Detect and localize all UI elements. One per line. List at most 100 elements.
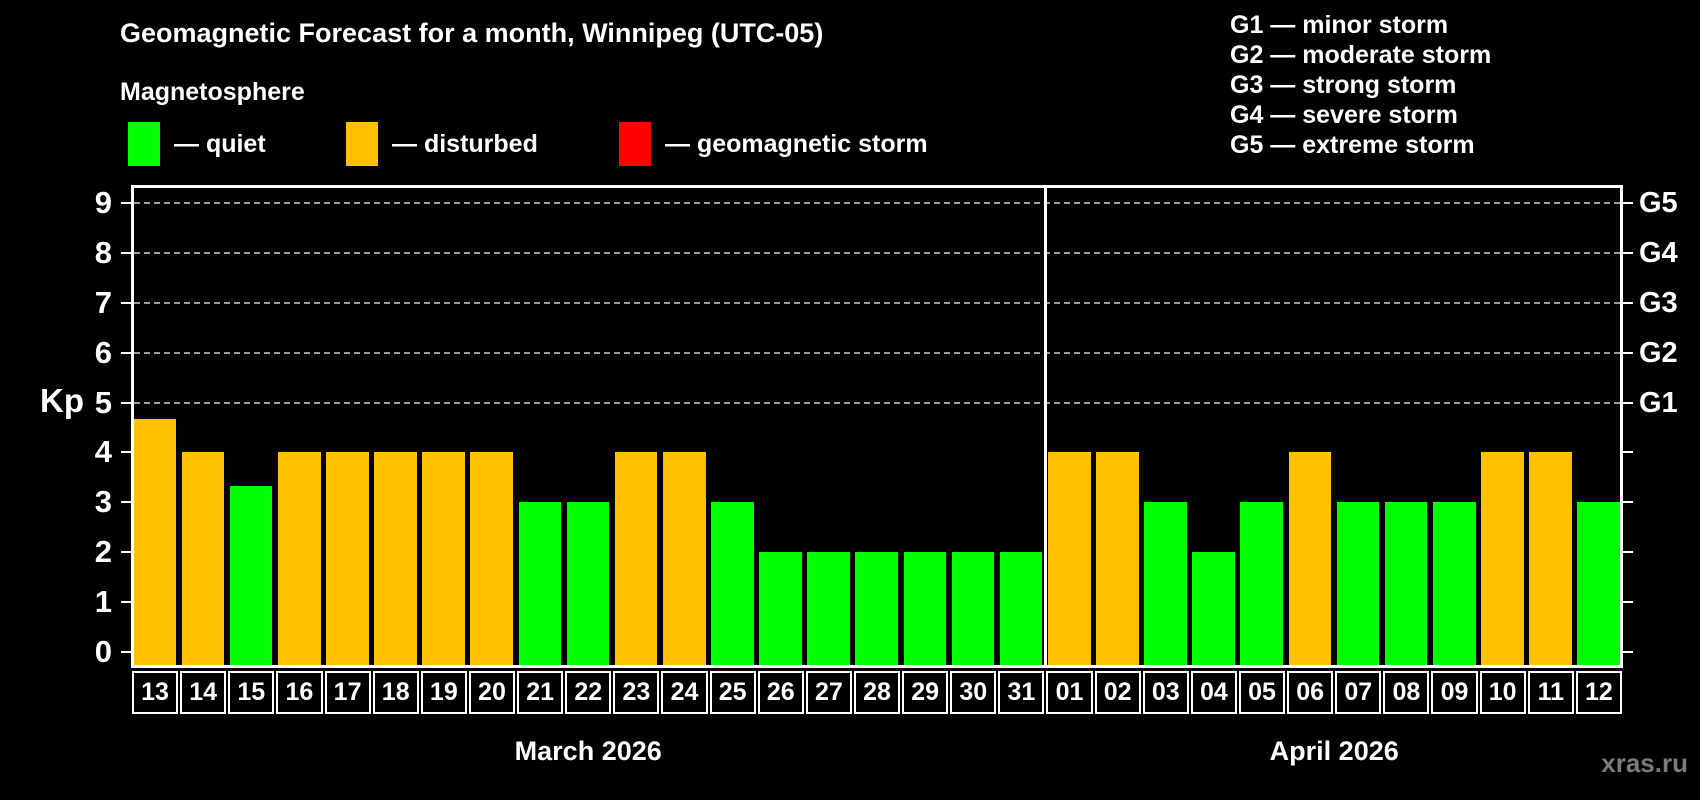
y-tick-left-7 xyxy=(121,301,131,304)
y-tick-left-2 xyxy=(121,551,131,554)
y-tick-label-9: 9 xyxy=(94,184,112,220)
watermark: xras.ru xyxy=(1601,748,1688,778)
kp-bar-day-01 xyxy=(1047,452,1091,665)
g-legend-line: G2 — moderate storm xyxy=(1230,41,1492,69)
kp-bar-day-13 xyxy=(133,418,177,665)
day-label-19: 19 xyxy=(420,671,467,714)
day-label-18: 18 xyxy=(372,671,419,714)
legend-item-label: — geomagnetic storm xyxy=(665,129,928,158)
day-label-02: 02 xyxy=(1094,671,1141,714)
day-label-11: 11 xyxy=(1527,671,1574,714)
y-tick-left-5 xyxy=(121,401,131,404)
kp-bar-day-04 xyxy=(1192,552,1235,665)
day-label-08: 08 xyxy=(1383,671,1430,714)
gridline-kp-7 xyxy=(134,301,1620,304)
y-tick-label-1: 1 xyxy=(94,584,112,620)
storm-color-swatch xyxy=(619,122,651,166)
day-label-14: 14 xyxy=(180,671,227,714)
kp-bar-day-08 xyxy=(1384,502,1428,665)
kp-bar-day-25 xyxy=(711,502,754,665)
kp-bar-day-20 xyxy=(470,452,514,665)
legend-item-quiet: — quiet xyxy=(128,122,266,166)
magnetosphere-legend: — quiet — disturbed — geomagnetic storm xyxy=(0,122,1100,172)
day-label-28: 28 xyxy=(853,671,901,714)
kp-bar-day-27 xyxy=(807,552,850,665)
kp-bar-day-24 xyxy=(662,452,706,665)
month-label-0: March 2026 xyxy=(514,736,662,766)
y-tick-right-1 xyxy=(1623,601,1633,604)
kp-bar-day-17 xyxy=(326,452,369,665)
day-label-09: 09 xyxy=(1431,671,1478,714)
gridline-kp-8 xyxy=(134,251,1620,254)
gridline-kp-9 xyxy=(134,201,1620,204)
y-tick-label-8: 8 xyxy=(94,234,112,270)
day-label-20: 20 xyxy=(468,671,516,714)
kp-bar-day-03 xyxy=(1144,502,1187,665)
kp-bar-day-31 xyxy=(999,552,1043,665)
right-axis-label-G2: G2 xyxy=(1639,336,1678,369)
day-label-29: 29 xyxy=(902,671,949,714)
kp-bar-day-16 xyxy=(277,452,321,665)
day-label-30: 30 xyxy=(950,671,997,714)
quiet-color-swatch xyxy=(128,122,160,166)
y-tick-right-4 xyxy=(1623,451,1633,454)
day-label-07: 07 xyxy=(1335,671,1382,714)
day-label-04: 04 xyxy=(1190,671,1237,714)
month-label-1: April 2026 xyxy=(1269,736,1399,766)
y-tick-left-3 xyxy=(121,501,131,504)
kp-bar-day-05 xyxy=(1240,502,1284,665)
kp-bar-day-11 xyxy=(1529,452,1572,665)
y-tick-left-8 xyxy=(121,251,131,254)
kp-bar-day-22 xyxy=(566,502,610,665)
g-legend-line: G1 — minor storm xyxy=(1230,11,1449,39)
month-separator-line xyxy=(1043,188,1047,665)
y-tick-label-0: 0 xyxy=(94,634,112,669)
day-label-15: 15 xyxy=(228,671,275,714)
right-axis-label-G1: G1 xyxy=(1639,386,1678,419)
kp-bar-day-12 xyxy=(1577,502,1620,665)
kp-bar-day-07 xyxy=(1336,502,1380,665)
day-label-05: 05 xyxy=(1238,671,1286,714)
magnetosphere-label: Magnetosphere xyxy=(120,78,305,106)
y-tick-left-4 xyxy=(121,451,131,454)
day-label-31: 31 xyxy=(998,671,1045,714)
y-tick-left-9 xyxy=(121,201,131,204)
y-tick-right-0 xyxy=(1623,651,1633,653)
right-axis-label-G5: G5 xyxy=(1639,186,1678,219)
y-axis-title: Kp xyxy=(40,382,84,419)
kp-bar-day-30 xyxy=(951,552,995,665)
y-tick-label-6: 6 xyxy=(94,334,112,370)
kp-bar-day-26 xyxy=(759,552,802,665)
y-tick-left-6 xyxy=(121,351,131,354)
kp-bar-day-06 xyxy=(1288,452,1332,665)
y-tick-left-0 xyxy=(121,651,131,653)
y-tick-right-8 xyxy=(1623,251,1633,254)
day-label-03: 03 xyxy=(1142,671,1189,714)
disturbed-color-swatch xyxy=(346,122,378,166)
kp-bar-day-14 xyxy=(181,452,225,665)
day-label-24: 24 xyxy=(661,671,708,714)
y-tick-right-5 xyxy=(1623,401,1633,404)
y-tick-label-7: 7 xyxy=(94,284,112,320)
kp-bar-day-15 xyxy=(229,485,273,665)
y-tick-label-5: 5 xyxy=(94,384,112,420)
y-tick-label-4: 4 xyxy=(94,434,112,470)
g-scale-legend: G1 — minor storm G2 — moderate storm G3 … xyxy=(1230,10,1491,160)
y-tick-right-6 xyxy=(1623,351,1633,354)
y-tick-right-7 xyxy=(1623,301,1633,304)
right-axis-label-G4: G4 xyxy=(1639,236,1678,269)
x-axis-day-labels: 13 14 15 16 17 18 19 20 21 22 23 24 25 26 27 28 29 30 31 01… xyxy=(131,671,1623,716)
kp-bar-day-18 xyxy=(374,452,417,665)
kp-bar-day-02 xyxy=(1096,452,1139,665)
kp-bar-day-29 xyxy=(903,552,947,665)
day-label-27: 27 xyxy=(805,671,852,714)
legend-item-label: — quiet xyxy=(174,129,266,158)
right-axis-label-G3: G3 xyxy=(1639,286,1678,319)
g-legend-line: G3 — strong storm xyxy=(1230,71,1457,99)
day-label-13: 13 xyxy=(132,671,179,714)
kp-bar-day-21 xyxy=(518,502,562,665)
day-label-17: 17 xyxy=(324,671,371,714)
page-title: Geomagnetic Forecast for a month, Winnip… xyxy=(120,18,824,48)
legend-item-disturbed: — disturbed xyxy=(346,122,538,166)
